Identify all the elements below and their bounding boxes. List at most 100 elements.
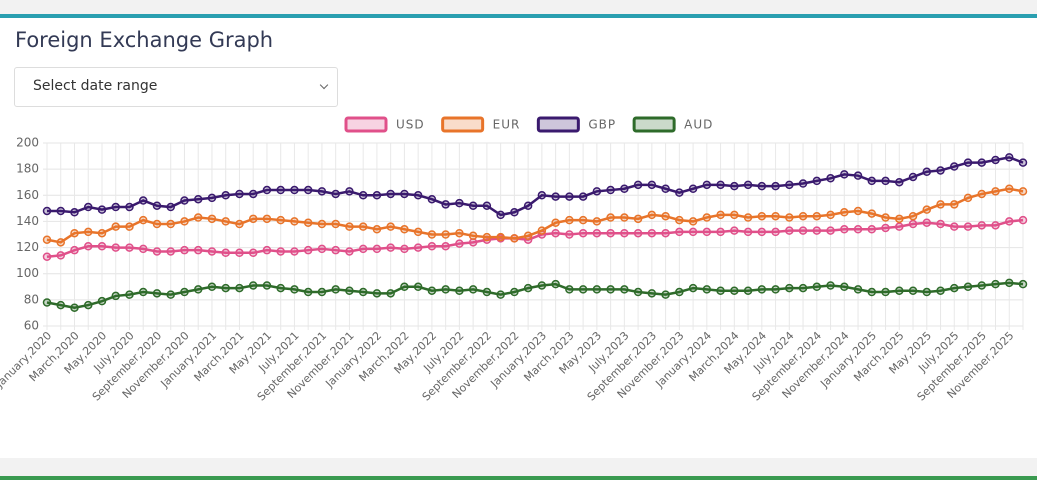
data-point	[262, 245, 272, 255]
data-point	[798, 283, 808, 293]
data-point	[56, 300, 65, 310]
data-point	[83, 202, 93, 212]
data-point	[853, 285, 863, 294]
data-point	[895, 222, 904, 231]
data-point	[496, 290, 505, 299]
data-point	[331, 219, 340, 229]
data-point	[812, 211, 822, 221]
data-point	[42, 235, 52, 244]
data-point	[881, 213, 890, 222]
data-point	[867, 287, 877, 297]
data-point	[290, 217, 299, 226]
data-point	[152, 289, 162, 298]
data-point	[317, 287, 327, 297]
data-point	[111, 243, 120, 252]
data-point	[716, 210, 725, 220]
data-point	[606, 228, 615, 238]
data-point	[895, 177, 904, 187]
data-point	[991, 187, 1000, 196]
data-point	[881, 176, 890, 186]
data-point	[908, 219, 918, 229]
data-point	[482, 287, 492, 297]
data-point	[386, 289, 395, 298]
data-point	[221, 248, 230, 258]
data-point	[688, 227, 698, 237]
data-point	[647, 180, 657, 190]
data-point	[895, 214, 904, 224]
data-point	[908, 172, 918, 182]
data-point	[688, 184, 698, 193]
data-point	[111, 291, 120, 301]
data-point	[716, 286, 725, 295]
date-range-select[interactable]: Select date range	[14, 67, 338, 107]
data-point	[661, 228, 670, 238]
data-point	[248, 189, 258, 199]
data-point	[565, 215, 574, 225]
data-point	[523, 231, 533, 241]
data-point	[963, 158, 973, 167]
data-point	[317, 219, 327, 229]
data-point	[331, 285, 340, 294]
data-point	[125, 243, 134, 252]
data-point	[716, 180, 725, 190]
data-point	[881, 223, 890, 233]
data-point	[152, 247, 162, 256]
data-point	[427, 194, 437, 204]
legend-swatch	[536, 116, 580, 133]
data-point	[647, 228, 657, 238]
data-point	[812, 176, 822, 186]
data-point	[647, 289, 657, 298]
data-point	[400, 244, 409, 254]
data-point	[675, 227, 684, 237]
data-point	[853, 225, 863, 234]
data-point	[193, 285, 203, 294]
data-point	[70, 208, 79, 217]
data-point	[111, 202, 120, 212]
data-point	[523, 201, 533, 210]
data-point	[70, 303, 79, 312]
data-point	[372, 225, 382, 234]
data-point	[125, 290, 134, 299]
data-point	[867, 176, 877, 186]
next-card	[0, 476, 1037, 491]
y-tick-label: 100	[16, 266, 39, 280]
data-point	[675, 188, 684, 197]
data-point	[1018, 215, 1028, 225]
data-point	[977, 189, 987, 199]
data-point	[111, 222, 120, 231]
data-point	[276, 283, 285, 293]
data-point	[455, 286, 464, 295]
data-point	[290, 247, 299, 256]
data-point	[83, 242, 93, 251]
legend-label: EUR	[493, 118, 521, 132]
data-point	[922, 205, 932, 214]
data-point	[400, 189, 409, 199]
data-point	[757, 227, 767, 237]
data-point	[620, 228, 629, 238]
data-point	[180, 287, 189, 297]
data-point	[950, 162, 959, 171]
data-point	[400, 225, 409, 234]
data-point	[675, 287, 684, 297]
data-point	[633, 180, 643, 190]
data-point	[496, 232, 505, 242]
data-point	[455, 239, 464, 248]
data-point	[138, 287, 148, 297]
data-point	[578, 285, 588, 294]
data-point	[303, 287, 313, 297]
data-point	[166, 247, 175, 256]
legend-label: GBP	[588, 118, 616, 132]
data-point	[1018, 187, 1028, 196]
series-line	[46, 218, 1024, 258]
data-point	[675, 215, 684, 225]
data-point	[757, 211, 767, 221]
data-point	[468, 285, 478, 294]
data-point	[276, 215, 285, 225]
data-point	[991, 221, 1000, 230]
data-point	[262, 214, 272, 224]
data-point	[922, 287, 932, 297]
data-point	[166, 290, 175, 299]
data-point	[702, 285, 712, 294]
data-point	[166, 219, 175, 229]
data-point	[950, 200, 959, 209]
